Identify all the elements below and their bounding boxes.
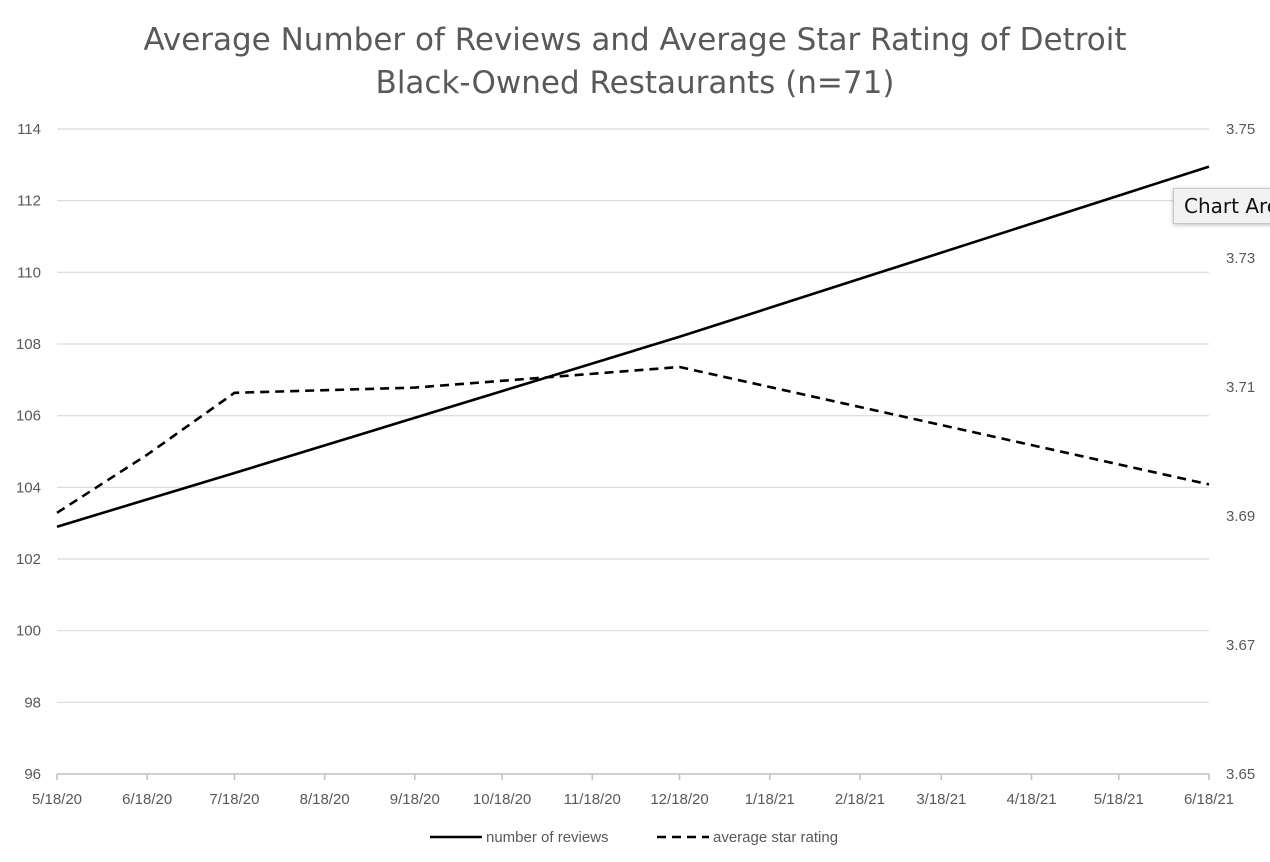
y-right-tick-label: 3.71 (1226, 379, 1255, 396)
y-right-tick-label: 3.67 (1226, 637, 1255, 654)
y-right-tick-label: 3.69 (1226, 508, 1255, 525)
y-left-tick-label: 102 (16, 551, 41, 568)
x-tick-label: 5/18/20 (32, 791, 82, 808)
series-layer (56, 165, 1210, 528)
y-left-tick-label: 104 (16, 479, 41, 496)
y-left-tick-label: 96 (24, 766, 41, 783)
x-tick-label: 11/18/20 (564, 791, 621, 808)
chart-title-line-2: Black-Owned Restaurants (n=71) (376, 65, 895, 101)
y-left-tick-label: 108 (16, 336, 41, 353)
chart-title-line-1: Average Number of Reviews and Average St… (143, 22, 1126, 58)
x-tick-label: 4/18/21 (1007, 791, 1057, 808)
y-right-tick-label: 3.65 (1226, 766, 1255, 783)
y-right-tick-label: 3.75 (1226, 121, 1255, 138)
legend-label-2: average star rating (713, 829, 838, 846)
y-left-tick-label: 112 (17, 193, 41, 210)
legend-label-1: number of reviews (486, 829, 609, 846)
x-tick-label: 12/18/20 (650, 791, 708, 808)
y-left-tick-label: 110 (17, 264, 41, 281)
y-left-tick-label: 106 (16, 408, 41, 425)
chart-area-tooltip: Chart Area (1173, 188, 1270, 224)
y-left-tick-label: 100 (16, 623, 41, 640)
x-tick-label: 6/18/20 (122, 791, 172, 808)
x-tick-label: 5/18/21 (1094, 791, 1144, 808)
x-tick-label: 7/18/20 (209, 791, 259, 808)
x-tick-label: 1/18/21 (745, 791, 795, 808)
series-line-2 (56, 365, 1210, 514)
x-tick-label: 3/18/21 (916, 791, 966, 808)
x-tick-label: 10/18/20 (473, 791, 531, 808)
series-line-1 (56, 165, 1210, 528)
x-tick-label: 6/18/21 (1184, 791, 1234, 808)
y-right-tick-label: 3.73 (1226, 250, 1255, 267)
axes: 96 98 100 102 104 106 108 110 112 114 3.65 3.67 3.69… (16, 121, 1255, 808)
x-tick-label: 9/18/20 (390, 791, 440, 808)
y-left-tick-label: 114 (17, 121, 41, 138)
gridlines (57, 128, 1209, 703)
x-tick-label: 8/18/20 (300, 791, 350, 808)
y-left-tick-label: 98 (24, 694, 41, 711)
legend: number of reviews average star rating (430, 829, 838, 846)
x-tick-label: 2/18/21 (835, 791, 885, 808)
